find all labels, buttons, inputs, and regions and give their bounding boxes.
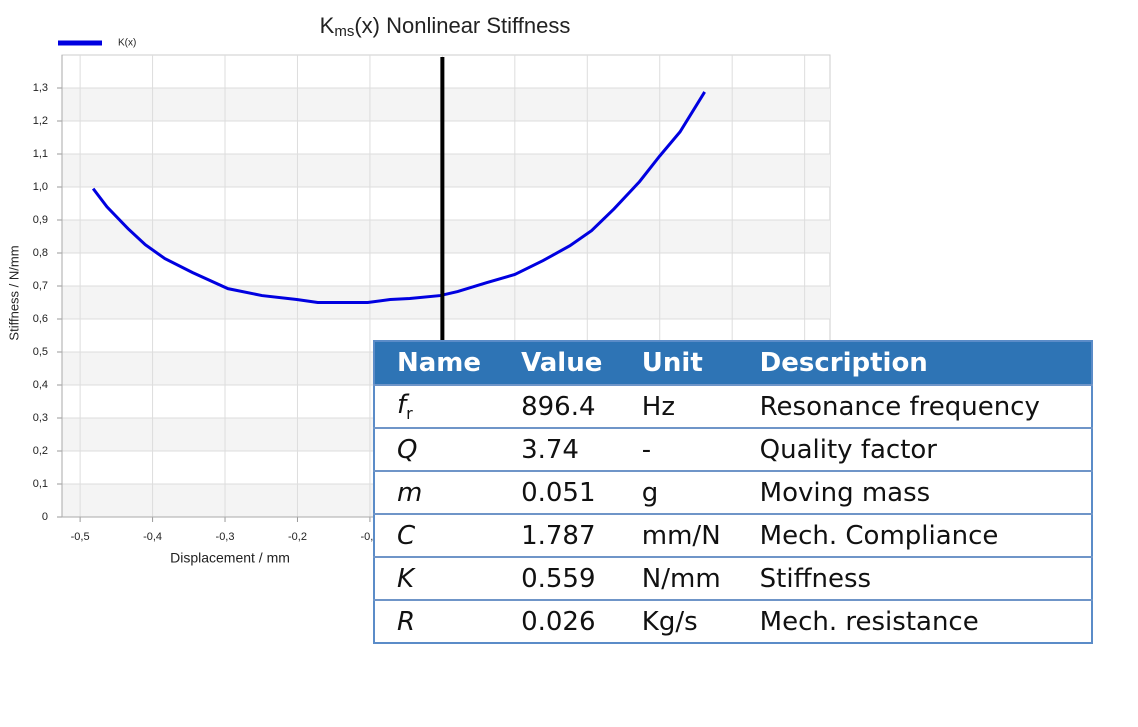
data-line	[91, 91, 706, 304]
table-row: C 1.787 mm/N Mech. Compliance	[374, 513, 1092, 557]
table-cell: Stiffness	[737, 556, 1092, 600]
y-tick-label: 1,1	[33, 148, 48, 160]
band	[62, 88, 830, 121]
table-cell: Kg/s	[619, 599, 738, 643]
x-tick-label: -0,3	[216, 531, 235, 543]
table-row: R 0.026 Kg/s Mech. resistance	[374, 599, 1092, 643]
table-cell: Moving mass	[737, 470, 1092, 514]
table-cell: Quality factor	[737, 427, 1092, 471]
y-tick-label: 0	[42, 511, 48, 523]
table-cell: fr	[374, 384, 500, 428]
title-sub: ms	[334, 23, 354, 40]
y-tick-label: 0,8	[33, 247, 48, 259]
y-tick-label: 0,1	[33, 478, 48, 490]
table-cell: R	[374, 599, 500, 643]
y-tick-label: 0,7	[33, 280, 48, 292]
y-tick-label: 1,2	[33, 115, 48, 127]
title-main: K	[320, 13, 335, 38]
table-cell: Mech. resistance	[737, 599, 1092, 643]
table-cell: 0.026	[499, 599, 620, 643]
table-cell: 3.74	[499, 427, 620, 471]
table-cell: g	[619, 470, 738, 514]
header-cell: Value	[499, 341, 620, 385]
table-cell: m	[374, 470, 500, 514]
table-row: K 0.559 N/mm Stiffness	[374, 556, 1092, 600]
x-axis-label: Displacement / mm	[170, 550, 290, 566]
y-tick-label: 0,4	[33, 379, 48, 391]
table-cell: 896.4	[499, 384, 620, 428]
band	[62, 154, 830, 187]
y-tick-label: 1,3	[33, 82, 48, 94]
table-row: m 0.051 g Moving mass	[374, 470, 1092, 514]
y-axis-label: Stiffness / N/mm	[6, 245, 21, 340]
x-tick-label: -0,4	[143, 531, 162, 543]
table-cell: Q	[374, 427, 500, 471]
y-tick-label: 0,2	[33, 445, 48, 457]
table-cell: Mech. Compliance	[737, 513, 1092, 557]
y-tick-label: 0,5	[33, 346, 48, 358]
table-cell: Hz	[619, 384, 738, 428]
table-row: fr 896.4 Hz Resonance frequency	[374, 384, 1092, 428]
header-cell: Unit	[619, 341, 738, 385]
y-tick-label: 0,6	[33, 313, 48, 325]
symbol-subscript: r	[406, 404, 413, 424]
band	[62, 220, 830, 253]
table-row: Q 3.74- Quality factor	[374, 427, 1092, 471]
table-cell: 1.787	[499, 513, 620, 557]
chart-title: Kms(x) Nonlinear Stiffness	[320, 13, 571, 40]
table-cell: 0.051	[499, 470, 620, 514]
y-tick-label: 0,9	[33, 214, 48, 226]
title-rest: (x) Nonlinear Stiffness	[354, 13, 570, 38]
header-cell: Name	[374, 341, 500, 385]
y-tick-label: 0,3	[33, 412, 48, 424]
table-cell: Resonance frequency	[737, 384, 1092, 428]
symbol: f	[397, 389, 407, 420]
table-cell: N/mm	[619, 556, 738, 600]
table-cell: 0.559	[499, 556, 620, 600]
legend-label: K(x)	[118, 38, 136, 49]
y-tick-label: 1,0	[33, 181, 48, 193]
table-cell: C	[374, 513, 500, 557]
table-cell: -	[619, 427, 738, 471]
table-cell: K	[374, 556, 500, 600]
parameter-table: Name Value Unit Description fr 896.4 Hz Resonan…	[373, 340, 1093, 644]
x-tick-label: -0,5	[71, 531, 90, 543]
header-cell: Description	[737, 341, 1092, 385]
band	[62, 286, 830, 319]
table-cell: mm/N	[619, 513, 738, 557]
x-tick-label: -0,2	[288, 531, 307, 543]
